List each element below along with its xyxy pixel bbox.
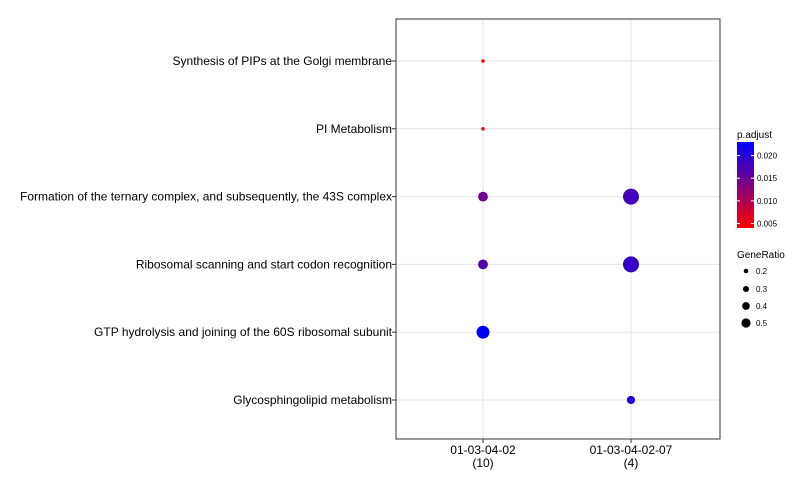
data-point	[478, 259, 488, 270]
color-legend-label: 0.010	[757, 197, 778, 206]
y-tick-label: PI Metabolism	[316, 122, 392, 136]
size-legend-dot	[741, 318, 751, 328]
axis-layer: Synthesis of PIPs at the Golgi membrane P…	[20, 54, 673, 470]
y-tick-label: Formation of the ternary complex, and su…	[20, 190, 392, 204]
size-legend-title: GeneRatio	[737, 250, 785, 261]
x-tick-count: (4)	[624, 456, 639, 470]
x-tick-label: 01-03-04-02	[450, 443, 516, 457]
color-legend-label: 0.015	[757, 174, 778, 183]
size-legend-dot	[742, 285, 750, 293]
color-legend-label: 0.005	[757, 219, 778, 228]
data-point	[623, 256, 639, 273]
legend-layer: p.adjust 0.020 0.015 0.010 0.005 GeneRatio 0.2…	[737, 130, 785, 328]
data-point	[623, 188, 639, 205]
marks-layer	[476, 59, 639, 405]
data-point	[481, 59, 485, 63]
size-legend-label: 0.4	[756, 302, 768, 311]
x-tick-count: (10)	[472, 456, 493, 470]
y-tick-label: Synthesis of PIPs at the Golgi membrane	[173, 54, 393, 68]
y-tick-label: Ribosomal scanning and start codon recog…	[136, 257, 392, 271]
color-legend-label: 0.020	[757, 152, 778, 161]
grid-layer	[396, 19, 720, 439]
x-tick-label: 01-03-04-02-07	[590, 443, 673, 457]
color-legend-bar	[737, 142, 754, 228]
data-point	[478, 191, 488, 202]
y-tick-label: Glycosphingolipid metabolism	[233, 393, 392, 407]
y-tick-label: GTP hydrolysis and joining of the 60S ri…	[94, 325, 393, 339]
plot-border	[395, 18, 721, 440]
data-point	[481, 127, 485, 131]
size-legend-dot	[742, 302, 750, 310]
color-legend-title: p.adjust	[737, 130, 772, 141]
size-legend-label: 0.3	[756, 285, 768, 294]
data-point	[476, 325, 490, 339]
size-legend-label: 0.2	[756, 267, 768, 276]
size-legend-label: 0.5	[756, 319, 768, 328]
data-point	[626, 395, 636, 405]
size-legend-dot	[743, 268, 749, 274]
